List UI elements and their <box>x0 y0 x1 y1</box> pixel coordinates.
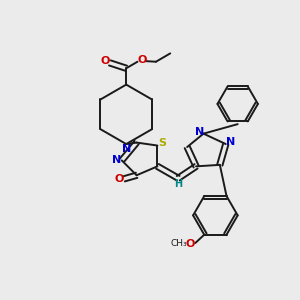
Text: CH₃: CH₃ <box>170 239 187 248</box>
Text: O: O <box>101 56 110 66</box>
Text: S: S <box>158 138 166 148</box>
Text: H: H <box>174 179 182 189</box>
Text: O: O <box>186 238 195 249</box>
Text: N: N <box>112 155 122 165</box>
Text: N: N <box>195 127 204 137</box>
Text: O: O <box>115 174 124 184</box>
Text: N: N <box>122 144 131 154</box>
Text: N: N <box>226 137 235 147</box>
Text: O: O <box>138 55 147 65</box>
